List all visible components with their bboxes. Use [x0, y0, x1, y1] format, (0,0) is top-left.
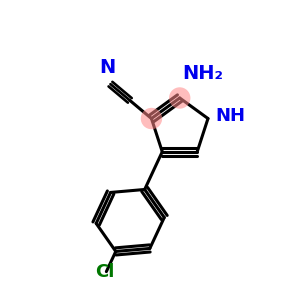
Text: Cl: Cl: [95, 262, 115, 280]
Circle shape: [141, 108, 162, 129]
Circle shape: [169, 87, 190, 109]
Text: NH: NH: [215, 106, 245, 124]
Text: NH₂: NH₂: [183, 64, 224, 83]
Text: N: N: [99, 58, 116, 77]
